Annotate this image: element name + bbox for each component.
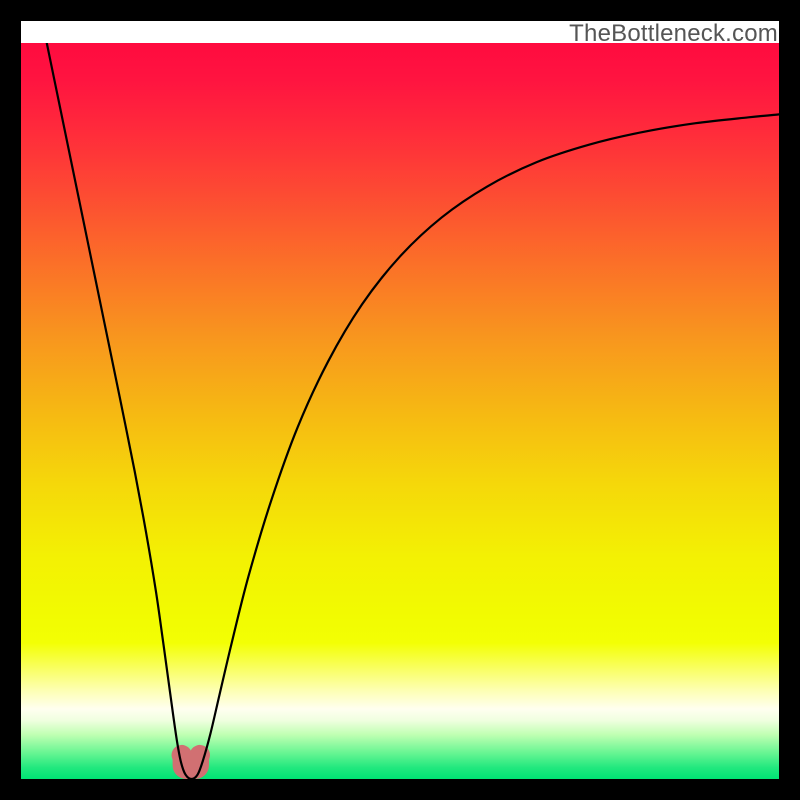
watermark-text: TheBottleneck.com [569,20,778,48]
chart-svg [0,0,800,800]
gradient-background [21,43,779,779]
figure-root: TheBottleneck.com [0,0,800,800]
